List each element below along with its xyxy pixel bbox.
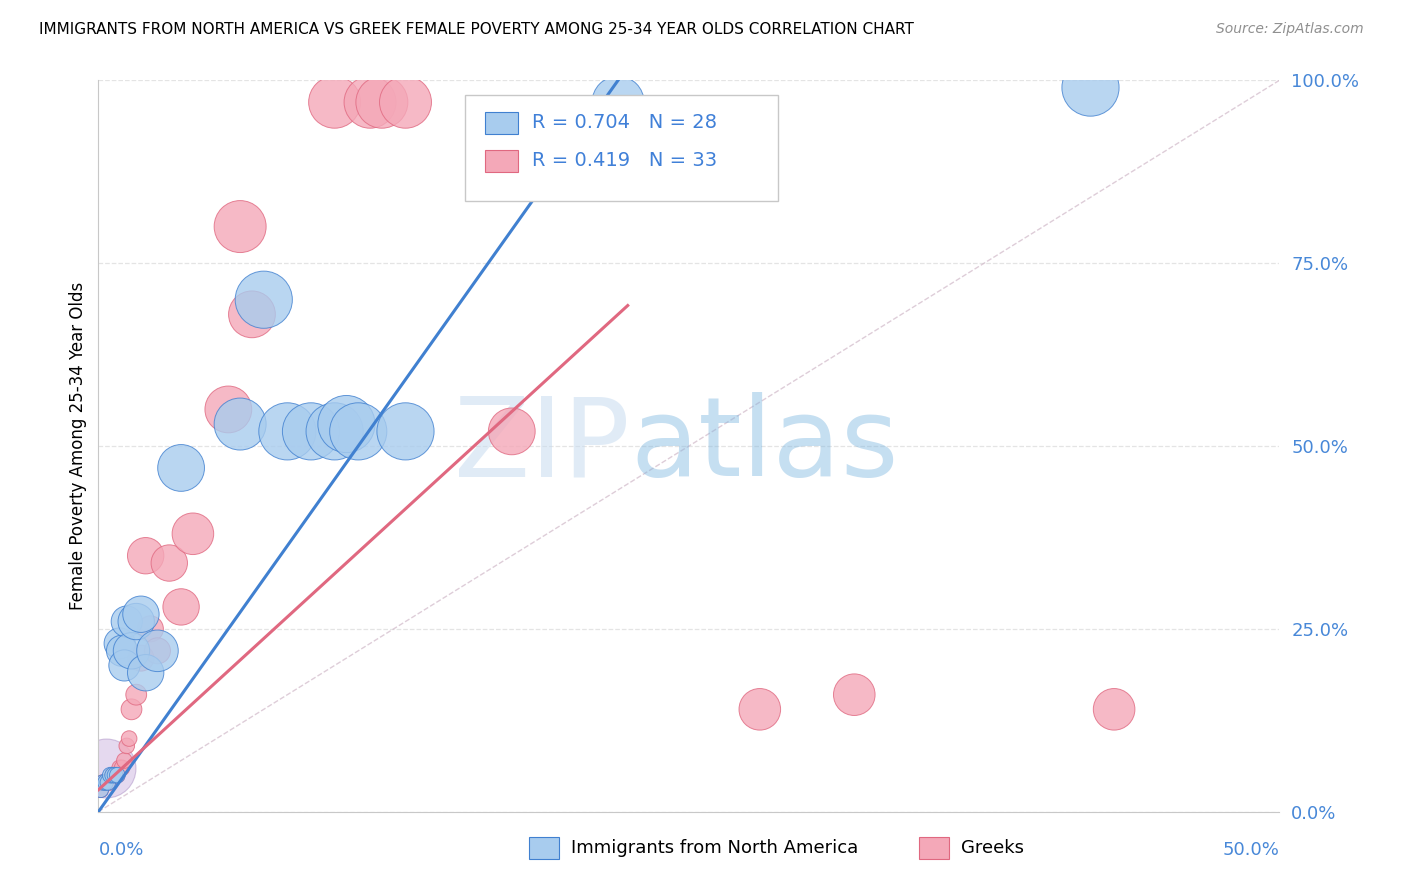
Point	[146, 644, 169, 658]
Y-axis label: Female Poverty Among 25-34 Year Olds: Female Poverty Among 25-34 Year Olds	[69, 282, 87, 610]
Point	[105, 768, 128, 782]
Point	[157, 556, 180, 570]
Point	[335, 417, 357, 431]
Point	[347, 425, 370, 439]
Text: R = 0.704   N = 28: R = 0.704 N = 28	[531, 113, 717, 132]
FancyBboxPatch shape	[464, 95, 778, 201]
Point	[229, 417, 252, 431]
Text: Greeks: Greeks	[960, 839, 1024, 857]
Point	[1080, 80, 1102, 95]
Point	[1102, 702, 1125, 716]
Point	[748, 702, 770, 716]
Point	[229, 219, 252, 234]
Point	[104, 768, 127, 782]
Text: R = 0.419   N = 33: R = 0.419 N = 33	[531, 152, 717, 170]
Point	[139, 622, 162, 636]
Point	[323, 425, 346, 439]
Point	[170, 599, 193, 614]
Point	[125, 688, 148, 702]
Point	[105, 768, 128, 782]
Point	[129, 651, 152, 665]
Point	[115, 739, 138, 753]
Point	[394, 425, 416, 439]
FancyBboxPatch shape	[485, 150, 517, 171]
Point	[359, 95, 381, 110]
Point	[91, 775, 114, 789]
Text: 50.0%: 50.0%	[1223, 841, 1279, 859]
Text: ZIP: ZIP	[454, 392, 630, 500]
Point	[253, 293, 276, 307]
Point	[240, 307, 263, 321]
Point	[112, 658, 135, 673]
Point	[115, 615, 138, 629]
Point	[98, 768, 121, 782]
Point	[97, 775, 120, 789]
Point	[217, 402, 239, 417]
Point	[181, 526, 204, 541]
Point	[118, 731, 141, 746]
Point	[135, 665, 157, 680]
FancyBboxPatch shape	[485, 112, 517, 134]
Point	[91, 775, 114, 789]
Point	[101, 768, 124, 782]
Point	[112, 754, 135, 768]
Point	[394, 95, 416, 110]
Point	[111, 644, 134, 658]
Point	[108, 761, 131, 775]
Point	[94, 775, 117, 789]
Text: atlas: atlas	[630, 392, 898, 500]
Point	[98, 775, 121, 789]
Point	[135, 549, 157, 563]
Point	[501, 425, 523, 439]
Point	[94, 761, 117, 775]
Point	[125, 615, 148, 629]
Text: IMMIGRANTS FROM NORTH AMERICA VS GREEK FEMALE POVERTY AMONG 25-34 YEAR OLDS CORR: IMMIGRANTS FROM NORTH AMERICA VS GREEK F…	[39, 22, 914, 37]
Point	[607, 95, 630, 110]
Point	[121, 644, 143, 658]
Point	[108, 636, 131, 650]
Text: Source: ZipAtlas.com: Source: ZipAtlas.com	[1216, 22, 1364, 37]
Point	[90, 782, 112, 797]
Point	[121, 702, 143, 716]
Point	[146, 644, 169, 658]
Point	[129, 607, 152, 622]
Point	[111, 761, 134, 775]
Point	[276, 425, 298, 439]
Point	[844, 688, 866, 702]
Point	[94, 775, 117, 789]
FancyBboxPatch shape	[530, 838, 560, 859]
Point	[371, 95, 394, 110]
Point	[323, 95, 346, 110]
Text: Immigrants from North America: Immigrants from North America	[571, 839, 858, 857]
FancyBboxPatch shape	[920, 838, 949, 859]
Point	[170, 461, 193, 475]
Point	[97, 775, 120, 789]
Point	[90, 782, 112, 797]
Point	[101, 768, 124, 782]
Point	[104, 768, 127, 782]
Text: 0.0%: 0.0%	[98, 841, 143, 859]
Point	[299, 425, 322, 439]
